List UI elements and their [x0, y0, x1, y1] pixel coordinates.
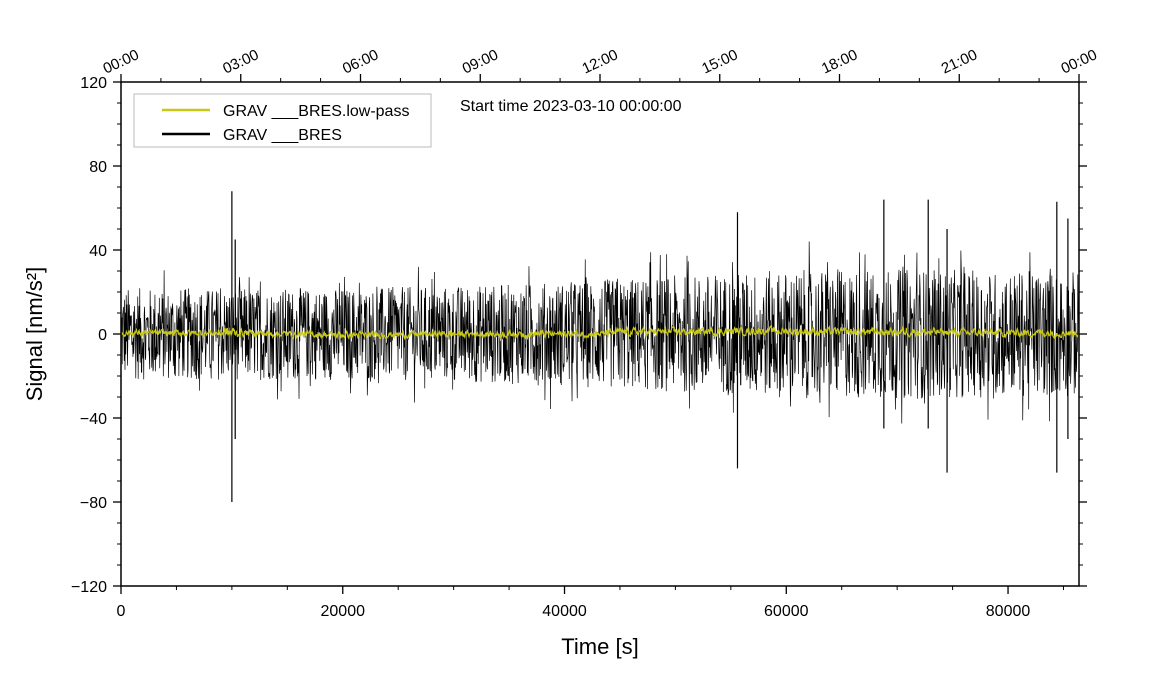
- top-tick-label-0: 00:00: [100, 46, 141, 77]
- y-axis-label: Signal [nm/s²]: [22, 267, 47, 402]
- legend-label-raw: GRAV ___BRES: [223, 127, 342, 144]
- x-tick-label-2: 40000: [542, 603, 587, 620]
- y-tick-label-4: 40: [89, 243, 107, 260]
- y-tick-label-3: 0: [98, 327, 107, 344]
- y-tick-label-1: −80: [80, 495, 107, 512]
- x-tick-label-3: 60000: [764, 603, 809, 620]
- y-tick-label-2: −40: [80, 411, 107, 428]
- top-tick-label-2: 06:00: [340, 46, 381, 77]
- series-lowpass-line: [121, 324, 1079, 341]
- y-tick-label-0: −120: [71, 579, 107, 596]
- x-axis-label: Time [s]: [561, 634, 638, 659]
- legend-box: [133, 93, 432, 148]
- legend-label-lowpass: GRAV ___BRES.low-pass: [223, 103, 409, 120]
- top-tick-label-8: 00:00: [1058, 46, 1099, 77]
- y-tick-label-5: 80: [89, 159, 107, 176]
- top-tick-label-6: 18:00: [819, 46, 860, 77]
- x-tick-label-0: 0: [117, 603, 126, 620]
- top-tick-label-1: 03:00: [220, 46, 261, 77]
- start-time-annotation: Start time 2023-03-10 00:00:00: [460, 98, 682, 115]
- legend: GRAV ___BRES.low-pass GRAV ___BRES: [133, 93, 432, 148]
- top-tick-label-4: 12:00: [579, 46, 620, 77]
- top-tick-label-7: 21:00: [939, 46, 980, 77]
- top-tick-label-5: 15:00: [699, 46, 740, 77]
- series-raw-line: [121, 241, 1079, 424]
- y-tick-label-6: 120: [80, 75, 107, 92]
- series-layer: [121, 191, 1079, 502]
- x-tick-label-4: 80000: [986, 603, 1031, 620]
- top-tick-label-3: 09:00: [460, 46, 501, 77]
- x-tick-label-1: 20000: [321, 603, 366, 620]
